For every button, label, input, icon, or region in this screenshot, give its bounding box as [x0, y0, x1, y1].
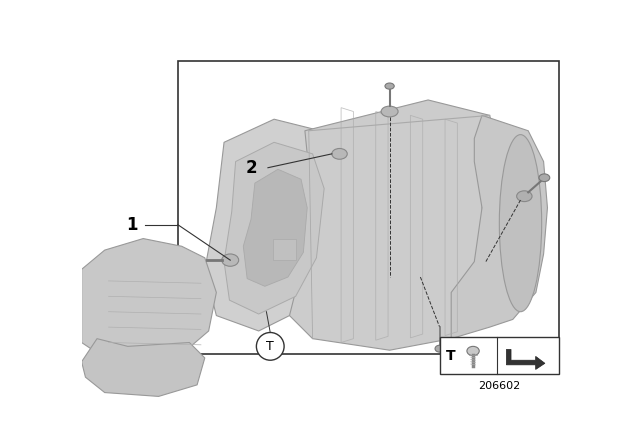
Bar [178, 61, 559, 354]
Text: 206602: 206602 [478, 381, 520, 392]
Ellipse shape [221, 254, 239, 266]
Ellipse shape [332, 148, 348, 159]
Ellipse shape [381, 106, 398, 117]
Polygon shape [289, 100, 497, 350]
Polygon shape [81, 339, 205, 396]
Text: T: T [445, 349, 455, 362]
Text: 2: 2 [245, 159, 257, 177]
Ellipse shape [516, 191, 532, 202]
Ellipse shape [467, 346, 479, 356]
Ellipse shape [499, 134, 541, 312]
Ellipse shape [385, 83, 394, 89]
Bar [273, 238, 296, 260]
Polygon shape [451, 116, 547, 339]
Polygon shape [506, 349, 545, 370]
Circle shape [257, 332, 284, 360]
Text: 1: 1 [126, 215, 138, 234]
Bar [440, 337, 559, 374]
Text: T: T [266, 340, 274, 353]
Polygon shape [205, 119, 336, 331]
Polygon shape [81, 238, 216, 362]
Ellipse shape [539, 174, 550, 181]
Polygon shape [243, 169, 307, 286]
Ellipse shape [435, 345, 444, 352]
Polygon shape [224, 142, 324, 314]
